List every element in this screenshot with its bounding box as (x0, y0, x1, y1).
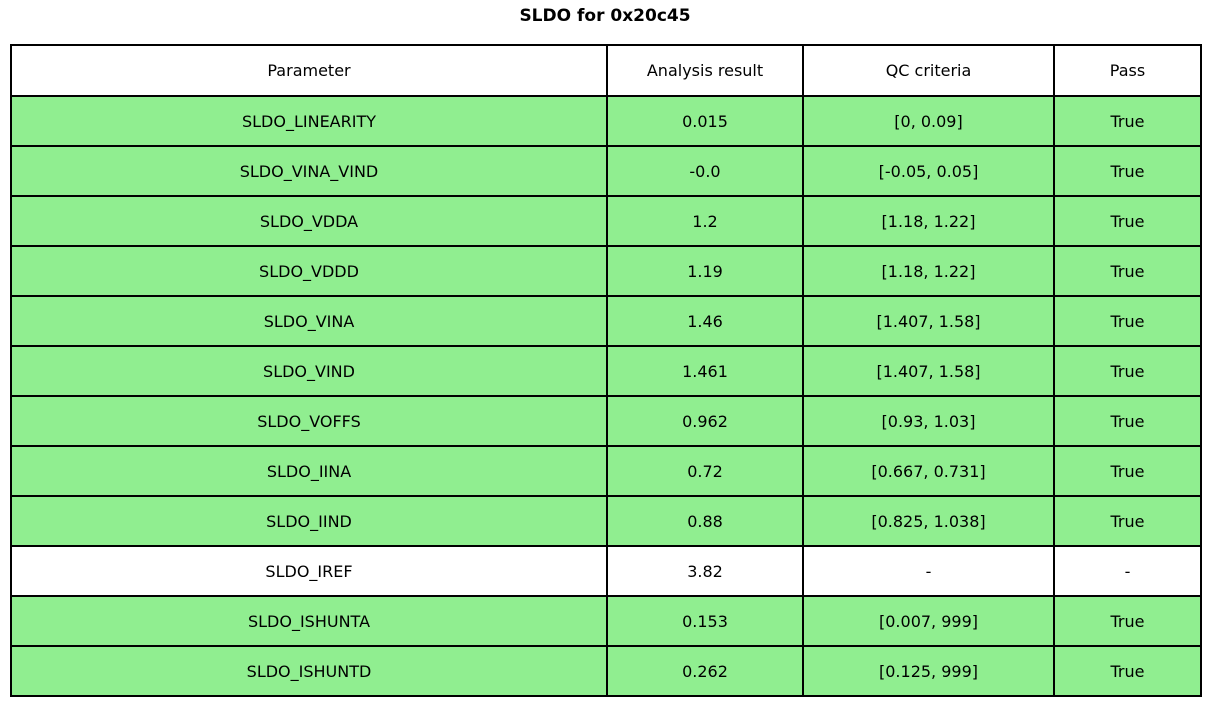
col-header-qc-criteria: QC criteria (802, 44, 1055, 97)
cell-pass: - (1053, 545, 1202, 597)
cell-qc-criteria: [0.93, 1.03] (802, 395, 1055, 447)
table-row: SLDO_LINEARITY 0.015 [0, 0.09] True (10, 95, 1202, 147)
cell-qc-criteria: - (802, 545, 1055, 597)
cell-qc-criteria: [1.18, 1.22] (802, 245, 1055, 297)
cell-parameter: SLDO_IINA (10, 445, 608, 497)
cell-analysis-result: 0.015 (606, 95, 804, 147)
table-row: SLDO_VINA_VIND -0.0 [-0.05, 0.05] True (10, 145, 1202, 197)
cell-qc-criteria: [0.667, 0.731] (802, 445, 1055, 497)
cell-parameter: SLDO_ISHUNTA (10, 595, 608, 647)
cell-parameter: SLDO_VDDD (10, 245, 608, 297)
cell-parameter: SLDO_ISHUNTD (10, 645, 608, 697)
cell-qc-criteria: [1.407, 1.58] (802, 295, 1055, 347)
cell-pass: True (1053, 445, 1202, 497)
cell-parameter: SLDO_VINA_VIND (10, 145, 608, 197)
cell-pass: True (1053, 595, 1202, 647)
table-row: SLDO_VIND 1.461 [1.407, 1.58] True (10, 345, 1202, 397)
cell-parameter: SLDO_IREF (10, 545, 608, 597)
cell-analysis-result: 1.2 (606, 195, 804, 247)
cell-pass: True (1053, 345, 1202, 397)
cell-qc-criteria: [0.007, 999] (802, 595, 1055, 647)
cell-parameter: SLDO_VOFFS (10, 395, 608, 447)
cell-analysis-result: 1.46 (606, 295, 804, 347)
col-header-pass: Pass (1053, 44, 1202, 97)
cell-qc-criteria: [0.125, 999] (802, 645, 1055, 697)
cell-pass: True (1053, 495, 1202, 547)
cell-analysis-result: -0.0 (606, 145, 804, 197)
cell-parameter: SLDO_VDDA (10, 195, 608, 247)
table-row: SLDO_VDDA 1.2 [1.18, 1.22] True (10, 195, 1202, 247)
cell-analysis-result: 0.962 (606, 395, 804, 447)
cell-parameter: SLDO_VIND (10, 345, 608, 397)
cell-qc-criteria: [0, 0.09] (802, 95, 1055, 147)
cell-parameter: SLDO_VINA (10, 295, 608, 347)
cell-parameter: SLDO_IIND (10, 495, 608, 547)
cell-pass: True (1053, 395, 1202, 447)
cell-analysis-result: 0.72 (606, 445, 804, 497)
figure-title: SLDO for 0x20c45 (519, 6, 691, 26)
cell-analysis-result: 1.19 (606, 245, 804, 297)
cell-analysis-result: 1.461 (606, 345, 804, 397)
cell-pass: True (1053, 645, 1202, 697)
table-row: SLDO_ISHUNTD 0.262 [0.125, 999] True (10, 645, 1202, 697)
cell-qc-criteria: [0.825, 1.038] (802, 495, 1055, 547)
cell-pass: True (1053, 195, 1202, 247)
qc-results-table: Parameter Analysis result QC criteria Pa… (10, 44, 1202, 697)
cell-pass: True (1053, 295, 1202, 347)
cell-analysis-result: 0.88 (606, 495, 804, 547)
cell-analysis-result: 0.262 (606, 645, 804, 697)
cell-qc-criteria: [1.18, 1.22] (802, 195, 1055, 247)
cell-pass: True (1053, 145, 1202, 197)
table-row: SLDO_VOFFS 0.962 [0.93, 1.03] True (10, 395, 1202, 447)
table-row: SLDO_IINA 0.72 [0.667, 0.731] True (10, 445, 1202, 497)
table-row: SLDO_ISHUNTA 0.153 [0.007, 999] True (10, 595, 1202, 647)
cell-pass: True (1053, 95, 1202, 147)
cell-analysis-result: 3.82 (606, 545, 804, 597)
table-row: SLDO_VINA 1.46 [1.407, 1.58] True (10, 295, 1202, 347)
table-row: SLDO_IREF 3.82 - - (10, 545, 1202, 597)
col-header-parameter: Parameter (10, 44, 608, 97)
cell-qc-criteria: [-0.05, 0.05] (802, 145, 1055, 197)
col-header-analysis-result: Analysis result (606, 44, 804, 97)
cell-pass: True (1053, 245, 1202, 297)
header-row: Parameter Analysis result QC criteria Pa… (10, 44, 1202, 97)
cell-qc-criteria: [1.407, 1.58] (802, 345, 1055, 397)
cell-analysis-result: 0.153 (606, 595, 804, 647)
table-row: SLDO_IIND 0.88 [0.825, 1.038] True (10, 495, 1202, 547)
table-row: SLDO_VDDD 1.19 [1.18, 1.22] True (10, 245, 1202, 297)
cell-parameter: SLDO_LINEARITY (10, 95, 608, 147)
